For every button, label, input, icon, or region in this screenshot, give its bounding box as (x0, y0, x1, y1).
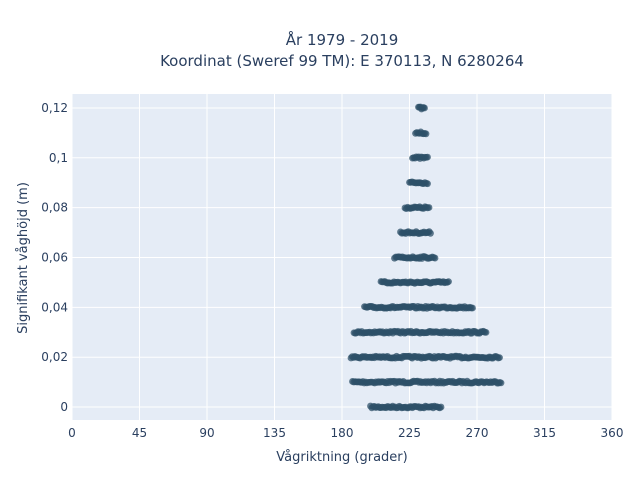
chart-title-line-2: Koordinat (Sweref 99 TM): E 370113, N 62… (160, 52, 524, 70)
x-tick-label: 0 (68, 426, 76, 440)
data-point (424, 180, 431, 188)
data-point (469, 304, 476, 312)
x-axis-ticks: 0 45 90 135 180 225 270 315 360 (68, 426, 623, 440)
y-tick-label: 0 (60, 400, 68, 414)
y-axis-title: Signifikant våghöjd (m) (16, 182, 31, 334)
data-point (431, 254, 439, 262)
x-axis-title: Vågriktning (grader) (276, 450, 407, 465)
data-points (347, 103, 505, 412)
x-tick-label: 90 (199, 426, 214, 440)
chart-title-line-1: År 1979 - 2019 (286, 30, 399, 49)
x-tick-label: 225 (398, 426, 421, 440)
data-point (424, 153, 431, 161)
y-tick-label: 0,12 (41, 101, 68, 115)
y-tick-label: 0,08 (41, 201, 68, 215)
data-point (437, 403, 445, 411)
data-point (445, 278, 452, 286)
data-point (422, 130, 430, 138)
data-point (425, 204, 433, 211)
x-tick-label: 135 (263, 426, 286, 440)
data-point (496, 354, 503, 362)
y-tick-label: 0,02 (41, 350, 68, 364)
data-point (427, 229, 434, 237)
x-tick-label: 360 (601, 426, 624, 440)
data-point (482, 328, 490, 336)
data-point (497, 379, 505, 387)
y-axis-ticks: 0 0,02 0,04 0,06 0,08 0,1 0,12 (41, 101, 68, 414)
y-tick-label: 0,06 (41, 250, 68, 264)
x-tick-label: 270 (466, 426, 489, 440)
y-tick-label: 0,1 (49, 151, 68, 165)
data-point (421, 104, 428, 112)
gridlines (71, 94, 613, 420)
x-tick-label: 180 (331, 426, 354, 440)
y-tick-label: 0,04 (41, 300, 68, 314)
x-tick-label: 315 (533, 426, 556, 440)
x-tick-label: 45 (132, 426, 147, 440)
